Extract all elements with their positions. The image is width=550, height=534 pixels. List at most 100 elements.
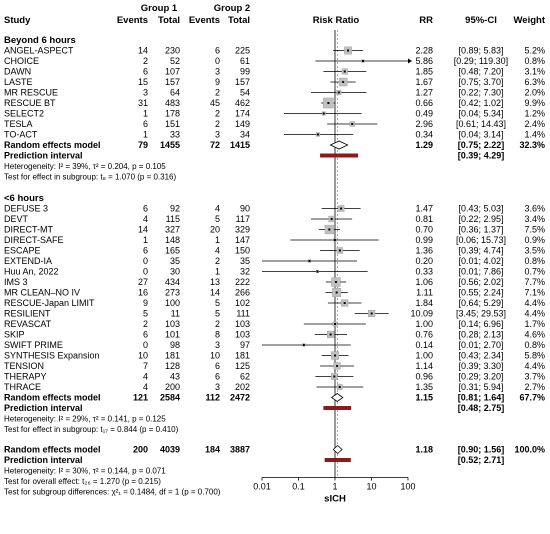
- events-group2: 4: [215, 246, 220, 256]
- table-row: TENSION 7 128 6 125 1.14 [0.39; 3.30] 4.4%: [4, 361, 545, 371]
- point-estimate: [336, 365, 339, 367]
- study-name: THERAPY: [4, 372, 47, 382]
- table-row: DEFUSE 3 6 92 4 90 1.47 [0.43; 5.03] 3.6%: [4, 204, 545, 214]
- events-group1: 31: [138, 98, 148, 108]
- pooled-label: Random effects model: [4, 140, 101, 150]
- ci-value: [0.56; 2.02]: [458, 277, 503, 287]
- header-group1: Group 1: [141, 3, 178, 14]
- total-group2: 3887: [230, 445, 250, 455]
- table-row: CHOICE 2 52 0 61 5.86 [0.29; 119.30] 0.8%: [4, 56, 545, 66]
- total-group2: 147: [235, 235, 250, 245]
- weight-value: 0.8%: [524, 340, 545, 350]
- total-group1: 1455: [160, 140, 180, 150]
- study-name: DEFUSE 3: [4, 204, 48, 214]
- subgroup-pooled-row: Random effects model 79 1455 72 1415 1.29 [0.7…: [4, 140, 545, 150]
- point-estimate: [333, 375, 336, 378]
- prediction-row: Prediction interval [0.48; 2.75]: [4, 403, 504, 413]
- point-estimate: [302, 344, 305, 346]
- point-estimate: [316, 133, 319, 136]
- point-estimate: [347, 49, 350, 52]
- study-name: RESILIENT: [4, 309, 51, 319]
- rr-value: 0.70: [415, 225, 433, 235]
- weight-value: 1.2%: [524, 109, 545, 119]
- total-group2: 157: [235, 77, 250, 87]
- events-group1: 121: [133, 393, 148, 403]
- study-name: Huu An, 2022: [4, 267, 59, 277]
- subgroup-note: Test for effect in subgroup: t₈ = 1.070 …: [4, 173, 177, 182]
- point-estimate: [308, 260, 311, 262]
- study-name: DAWN: [4, 67, 31, 77]
- pooled-diamond: [329, 140, 349, 150]
- subgroup-title: Beyond 6 hours: [4, 35, 76, 46]
- ci-value: [0.90; 1.56]: [458, 445, 505, 455]
- ci-value: [0.04; 5.34]: [458, 109, 503, 119]
- prediction-label: Prediction interval: [4, 403, 83, 413]
- total-group2: 149: [235, 119, 250, 129]
- weight-value: 6.3%: [524, 77, 545, 87]
- total-group1: 128: [165, 361, 180, 371]
- ci-value: [0.64; 5.29]: [458, 298, 503, 308]
- weight-value: 3.4%: [524, 214, 545, 224]
- rr-value: 1.67: [415, 77, 433, 87]
- table-row: THRACE 4 200 3 202 1.35 [0.31; 5.94] 2.7%: [4, 382, 545, 392]
- point-estimate: [328, 228, 331, 231]
- rr-value: 1.15: [415, 393, 433, 403]
- events-group2: 6: [215, 361, 220, 371]
- weight-value: 2.0%: [524, 88, 545, 98]
- pooled-diamond: [332, 444, 343, 455]
- table-row: LASTE 15 157 9 157 1.67 [0.75; 3.70] 6.3%: [4, 77, 545, 87]
- header-ci: 95%-CI: [465, 15, 497, 26]
- overall-note: Test for overall effect: t₂₆ = 1.270 (p …: [4, 477, 161, 486]
- total-group1: 148: [165, 235, 180, 245]
- point-estimate: [334, 354, 336, 357]
- weight-value: 0.8%: [524, 56, 545, 66]
- ci-value: [0.61; 14.43]: [456, 119, 506, 129]
- events-group2: 5: [215, 309, 220, 319]
- total-group1: 52: [170, 56, 180, 66]
- table-row: RESCUE BT 31 483 45 462 0.66 [0.42; 1.02] 9.9%: [4, 97, 545, 109]
- ci-value: [0.39; 3.30]: [458, 361, 503, 371]
- prediction-ci: [0.48; 2.75]: [458, 403, 505, 413]
- events-group1: 6: [143, 67, 148, 77]
- ci-arrow: [408, 58, 412, 64]
- events-group1: 27: [138, 277, 148, 287]
- total-group2: 111: [236, 309, 250, 319]
- point-estimate: [340, 207, 343, 210]
- study-name: MR RESCUE: [4, 88, 58, 98]
- subgroup-note: Heterogeneity: I² = 39%, τ² = 0.204, p =…: [4, 162, 166, 171]
- rr-value: 0.49: [415, 109, 433, 119]
- total-group1: 4039: [160, 445, 180, 455]
- ci-value: [3.45; 29.53]: [456, 309, 506, 319]
- total-group2: 266: [235, 288, 250, 298]
- rr-value: 0.14: [415, 340, 433, 350]
- table-row: ESCAPE 6 165 4 150 1.36 [0.39; 4.74] 3.5%: [4, 246, 545, 256]
- total-group2: 99: [240, 67, 250, 77]
- total-group2: 35: [240, 256, 250, 266]
- weight-value: 1.7%: [524, 319, 545, 329]
- tick-label: 10: [366, 482, 376, 492]
- subgroup-note: Heterogeneity: I² = 29%, τ² = 0.141, p =…: [4, 415, 166, 424]
- prediction-ci: [0.52; 2.71]: [458, 455, 505, 465]
- study-name: SYNTHESIS Expansion: [4, 351, 100, 361]
- table-row: MR CLEAN–NO IV 16 273 14 266 1.11 [0.55; 2.24]…: [4, 288, 545, 298]
- total-group1: 35: [170, 256, 180, 266]
- table-row: MR RESCUE 3 64 2 54 1.27 [0.22; 7.30] 2.0%: [4, 88, 545, 98]
- events-group2: 10: [210, 351, 220, 361]
- point-estimate: [334, 323, 336, 325]
- point-estimate: [316, 270, 319, 273]
- rr-value: 1.14: [415, 361, 433, 371]
- prediction-label: Prediction interval: [4, 455, 83, 465]
- table-row: ANGEL-ASPECT 14 230 6 225 2.28 [0.89; 5.83] 5.2…: [4, 46, 545, 56]
- ci-value: [0.04; 3.14]: [458, 130, 503, 140]
- header-total-1: Total: [158, 15, 180, 26]
- point-estimate: [342, 81, 345, 83]
- total-group2: 174: [235, 109, 250, 119]
- total-group1: 434: [165, 277, 180, 287]
- total-group2: 34: [240, 130, 250, 140]
- table-row: TO-ACT 1 33 3 34 0.34 [0.04; 3.14] 1.4%: [4, 130, 545, 140]
- total-group1: 30: [170, 267, 180, 277]
- events-group1: 3: [143, 88, 148, 98]
- events-group2: 3: [215, 382, 220, 392]
- header-risk-ratio: Risk Ratio: [313, 15, 360, 26]
